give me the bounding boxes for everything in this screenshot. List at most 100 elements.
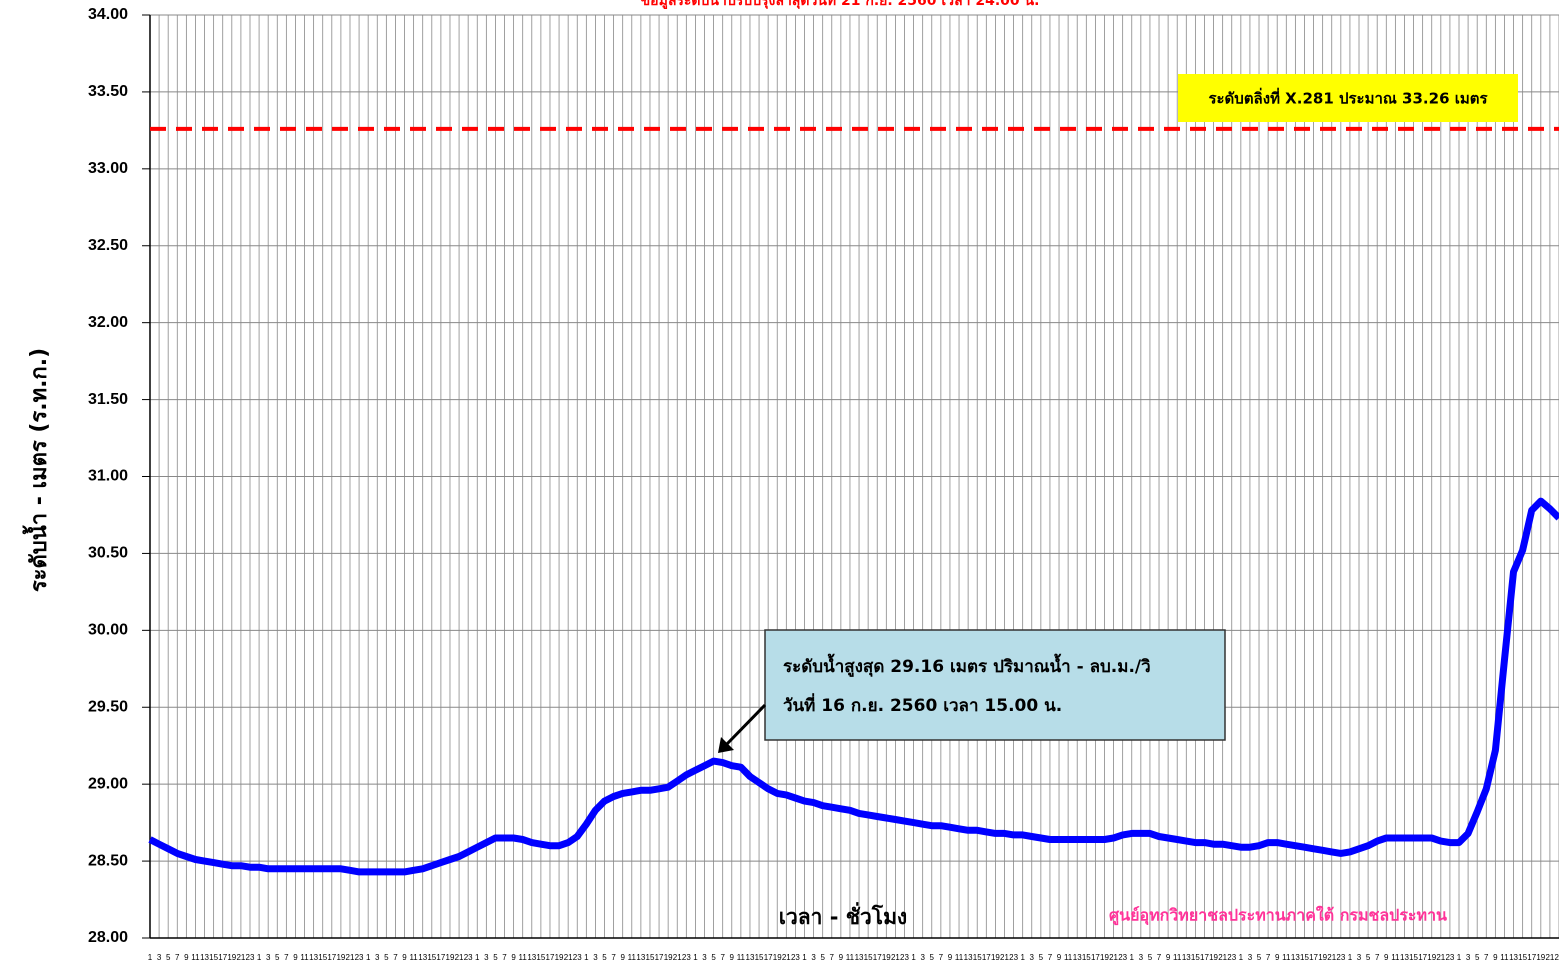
x-tick-label: 1	[1130, 953, 1135, 962]
x-tick-label: 23	[1336, 953, 1345, 962]
x-tick-label: 5	[1148, 953, 1153, 962]
x-tick-label: 17	[1200, 953, 1209, 962]
x-tick-label: 9	[1384, 953, 1389, 962]
x-tick-label: 7	[1484, 953, 1489, 962]
x-tick-label: 3	[1357, 953, 1362, 962]
x-tick-label: 19	[336, 953, 345, 962]
x-tick-label: 19	[1427, 953, 1436, 962]
x-tick-label: 1	[1348, 953, 1353, 962]
y-tick-label: 33.50	[88, 83, 128, 100]
x-tick-label: 21	[1000, 953, 1009, 962]
x-tick-label: 1	[1457, 953, 1462, 962]
annotation-text: ระดับน้ำสูงสุด 29.16 เมตร ปริมาณน้ำ - ลบ…	[783, 653, 1151, 678]
x-tick-label: 9	[184, 953, 189, 962]
x-tick-label: 11	[846, 953, 855, 962]
x-tick-label: 17	[436, 953, 445, 962]
y-tick-label: 28.50	[88, 852, 128, 869]
x-tick-label: 5	[166, 953, 171, 962]
x-tick-label: 21	[673, 953, 682, 962]
x-tick-label: 13	[1291, 953, 1300, 962]
x-tick-label: 5	[820, 953, 825, 962]
x-tick-label: 7	[1048, 953, 1053, 962]
x-tick-label: 17	[655, 953, 664, 962]
reference-label-box	[1178, 74, 1518, 122]
x-tick-label: 17	[327, 953, 336, 962]
x-tick-label: 3	[1248, 953, 1253, 962]
y-axis-label: ระดับน้ำ - เมตร (ร.ท.ก.)	[22, 348, 52, 592]
x-tick-label: 11	[1064, 953, 1073, 962]
x-tick-label: 7	[830, 953, 835, 962]
x-tick-label: 15	[864, 953, 873, 962]
annotation-box	[764, 629, 1226, 741]
x-tick-label: 11	[1173, 953, 1182, 962]
y-tick-label: 30.00	[88, 622, 128, 639]
x-tick-label: 5	[1039, 953, 1044, 962]
x-tick-label: 3	[375, 953, 380, 962]
x-tick-label: 9	[1166, 953, 1171, 962]
x-tick-label: 5	[930, 953, 935, 962]
x-axis-label: เวลา - ชั่วโมง	[779, 901, 907, 929]
x-tick-label: 19	[446, 953, 455, 962]
x-tick-label: 23	[1445, 953, 1454, 962]
x-tick-label: 11	[1282, 953, 1291, 962]
x-tick-label: 15	[1518, 953, 1527, 962]
chart-title: ข้อมูลระดับน้ำปรับปรุงล่าสุดวันที่ 21 ก.…	[641, 0, 1040, 9]
x-tick-label: 5	[493, 953, 498, 962]
x-tick-label: 17	[218, 953, 227, 962]
y-tick-label: 31.00	[88, 468, 128, 485]
x-tick-label: 7	[939, 953, 944, 962]
x-tick-label: 13	[1073, 953, 1082, 962]
x-tick-label: 19	[1318, 953, 1327, 962]
x-tick-label: 21	[1436, 953, 1445, 962]
x-tick-label: 11	[519, 953, 528, 962]
x-tick-label: 5	[711, 953, 716, 962]
x-tick-label: 1	[257, 953, 262, 962]
x-tick-label: 19	[1100, 953, 1109, 962]
x-tick-label: 1	[911, 953, 916, 962]
x-tick-label: 7	[393, 953, 398, 962]
x-tick-label: 19	[555, 953, 564, 962]
x-tick-label: 15	[1409, 953, 1418, 962]
x-tick-label: 23	[1555, 953, 1559, 962]
x-tick-label: 1	[1239, 953, 1244, 962]
x-tick-label: 23	[1009, 953, 1018, 962]
x-tick-label: 9	[948, 953, 953, 962]
x-tick-label: 17	[1309, 953, 1318, 962]
x-tick-label: 9	[511, 953, 516, 962]
x-tick-label: 15	[973, 953, 982, 962]
x-tick-label: 9	[293, 953, 298, 962]
x-tick-label: 17	[982, 953, 991, 962]
x-tick-label: 23	[682, 953, 691, 962]
x-tick-label: 17	[1091, 953, 1100, 962]
x-tick-label: 7	[1375, 953, 1380, 962]
x-tick-label: 7	[611, 953, 616, 962]
x-tick-label: 11	[955, 953, 964, 962]
x-tick-label: 21	[1109, 953, 1118, 962]
x-tick-label: 13	[855, 953, 864, 962]
x-tick-label: 9	[620, 953, 625, 962]
x-tick-label: 21	[455, 953, 464, 962]
annotation-text: วันที่ 16 ก.ย. 2560 เวลา 15.00 น.	[783, 693, 1062, 716]
x-tick-label: 21	[782, 953, 791, 962]
x-tick-label: 3	[1030, 953, 1035, 962]
x-tick-label: 19	[664, 953, 673, 962]
x-tick-label: 7	[175, 953, 180, 962]
x-tick-label: 23	[1227, 953, 1236, 962]
x-tick-label: 5	[384, 953, 389, 962]
x-tick-label: 15	[427, 953, 436, 962]
y-tick-label: 34.00	[88, 6, 128, 23]
x-tick-label: 21	[346, 953, 355, 962]
y-tick-label: 29.50	[88, 698, 128, 715]
x-tick-label: 19	[773, 953, 782, 962]
y-tick-label: 28.00	[88, 929, 128, 946]
y-tick-label: 31.50	[88, 391, 128, 408]
x-tick-label: 9	[1493, 953, 1498, 962]
x-tick-label: 21	[1545, 953, 1554, 962]
x-tick-label: 5	[1475, 953, 1480, 962]
x-tick-label: 21	[891, 953, 900, 962]
grid	[149, 14, 1559, 939]
x-tick-label: 15	[318, 953, 327, 962]
credit: ศูนย์อุทกวิทยาชลประทานภาคใต้ กรมชลประทาน	[1109, 906, 1447, 927]
x-tick-label: 3	[702, 953, 707, 962]
x-tick-label: 9	[402, 953, 407, 962]
